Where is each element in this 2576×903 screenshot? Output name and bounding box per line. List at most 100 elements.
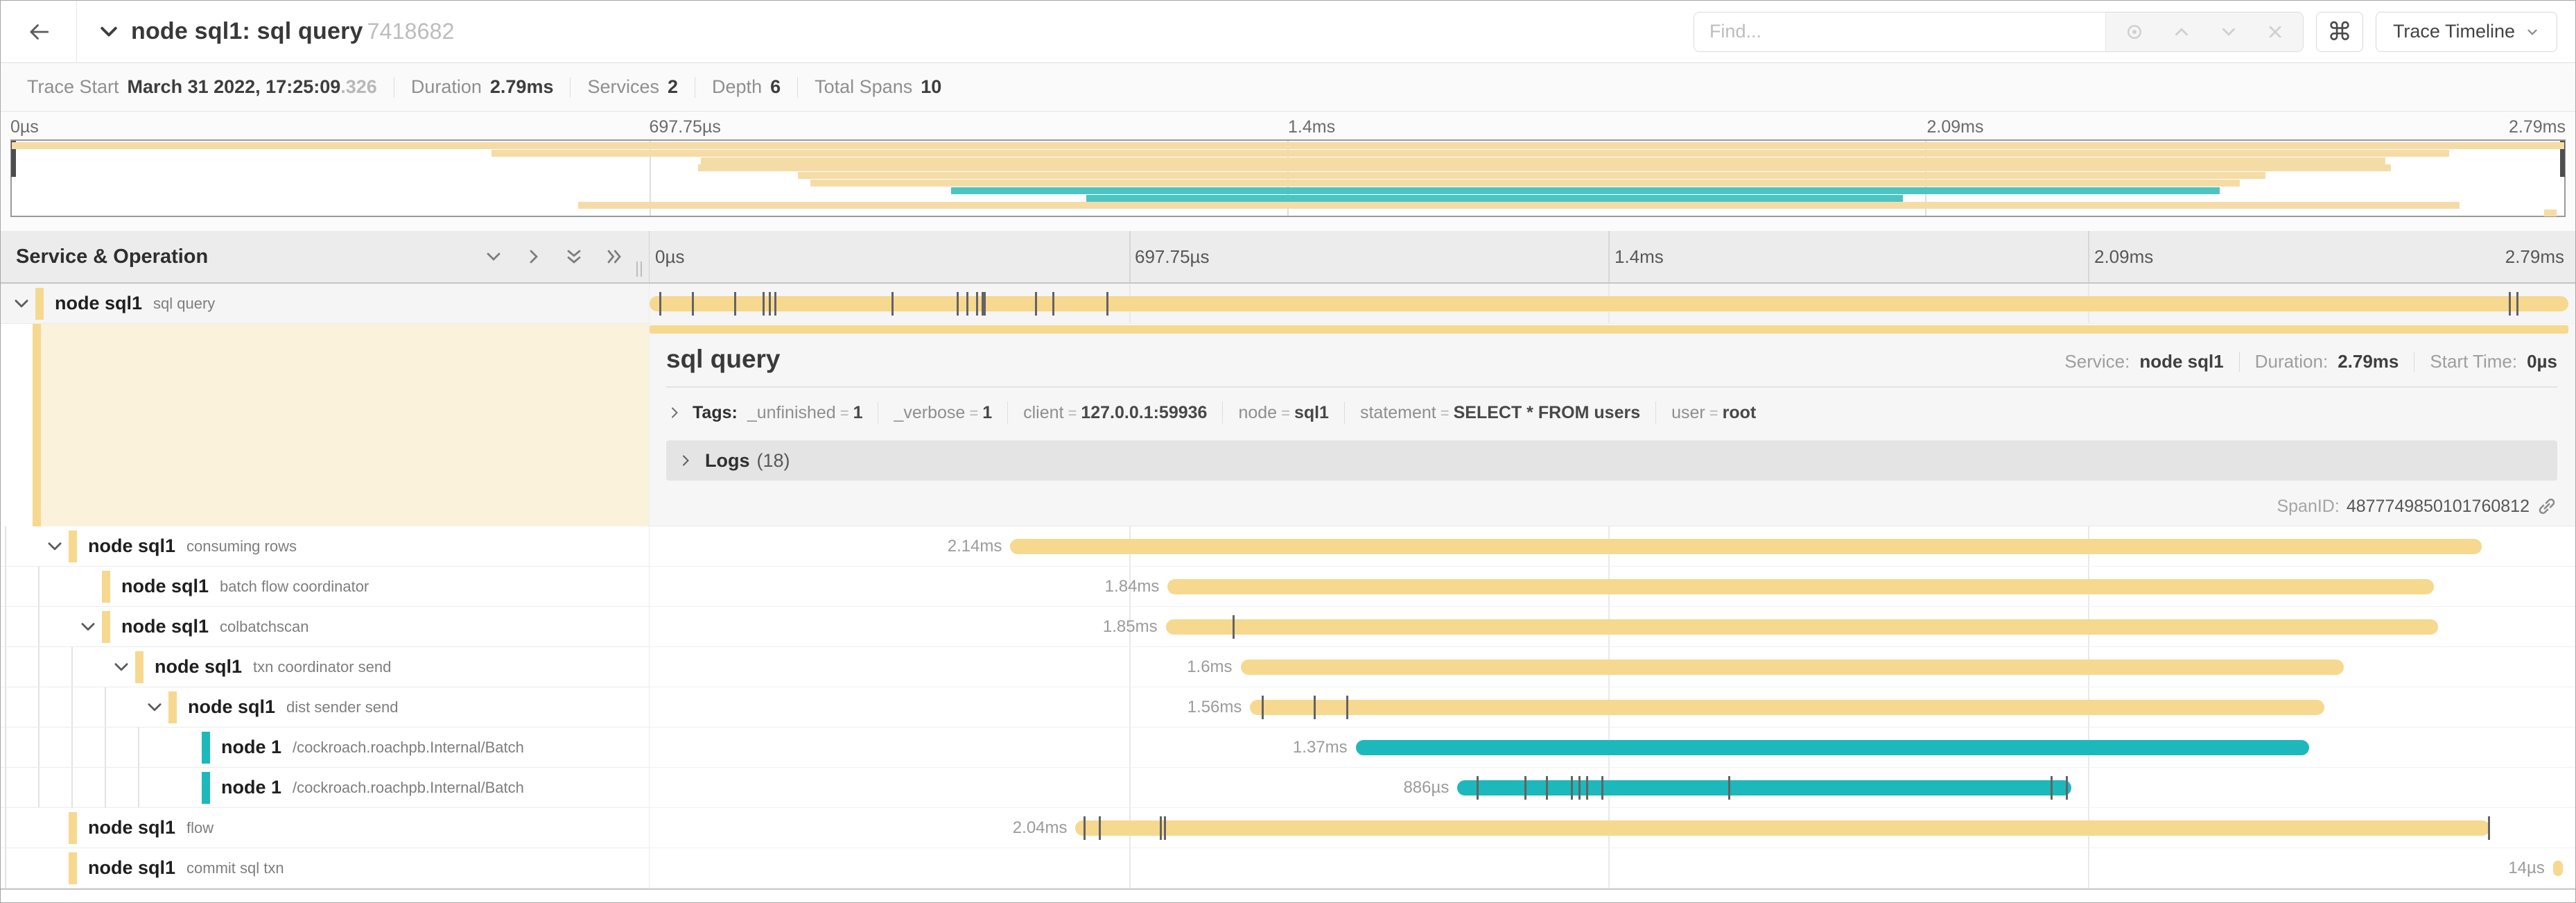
span-log-tick xyxy=(1585,776,1588,800)
span-row[interactable]: node sql1 dist sender send 1.56ms xyxy=(1,687,2575,728)
span-timeline-cell[interactable]: 1.85ms xyxy=(650,607,2575,647)
span-row[interactable]: node sql1 commit sql txn 14µs xyxy=(1,848,2575,888)
minimap-left-scrubber[interactable] xyxy=(11,141,16,177)
span-row[interactable]: node 1 /cockroach.roachpb.Internal/Batch… xyxy=(1,768,2575,808)
span-tree-cell[interactable]: node 1 /cockroach.roachpb.Internal/Batch xyxy=(1,768,650,808)
span-row[interactable]: node sql1 sql query xyxy=(1,284,2575,324)
column-resize-grip[interactable] xyxy=(636,261,642,277)
span-log-tick xyxy=(1083,816,1086,840)
span-log-tick xyxy=(2065,776,2068,800)
span-timeline-cell[interactable]: 2.04ms xyxy=(650,808,2575,848)
chevron-down-icon[interactable] xyxy=(8,293,35,314)
span-bar[interactable] xyxy=(1165,619,2438,635)
collapse-all-double-chevron-down-icon[interactable] xyxy=(563,246,585,268)
minimap-span-line xyxy=(701,157,2386,164)
span-bar[interactable] xyxy=(1075,820,2490,836)
logs-toggle-row[interactable]: Logs (18) xyxy=(666,440,2557,481)
collapse-trace-chevron-down-icon[interactable] xyxy=(96,19,121,44)
span-color-stripe xyxy=(135,651,143,683)
span-tree-cell[interactable]: node sql1 consuming rows xyxy=(1,526,650,567)
chevron-down-icon[interactable] xyxy=(141,697,168,718)
span-tree-cell[interactable]: node sql1 txn coordinator send xyxy=(1,647,650,687)
link-icon xyxy=(2539,498,2555,515)
depth-label: Depth xyxy=(712,76,763,97)
find-next-chevron-down-icon[interactable] xyxy=(2218,22,2239,42)
find-box xyxy=(1693,11,2304,52)
span-log-tick xyxy=(1728,776,1730,800)
trace-header: node sql1: sql query 7418682 xyxy=(77,18,1694,45)
chevron-down-icon[interactable] xyxy=(41,536,69,557)
tag-item: statement = SELECT * FROM users xyxy=(1359,402,1641,422)
span-tree-cell[interactable]: node sql1 colbatchscan xyxy=(1,607,650,647)
span-bar[interactable] xyxy=(1355,740,2310,755)
span-bar[interactable] xyxy=(2552,861,2563,876)
indent-guide xyxy=(38,768,40,807)
view-selector-button[interactable]: Trace Timeline xyxy=(2375,11,2557,52)
span-bar[interactable] xyxy=(650,296,2568,311)
span-timeline-cell[interactable]: 1.6ms xyxy=(650,647,2575,687)
top-bar-actions: ⌘ Trace Timeline xyxy=(1693,11,2575,52)
span-log-tick xyxy=(691,292,694,316)
span-bar[interactable] xyxy=(1010,539,2482,554)
collapse-controls xyxy=(482,246,625,268)
find-prev-chevron-up-icon[interactable] xyxy=(2171,22,2192,42)
span-log-tick xyxy=(1601,776,1603,800)
span-timeline-cell[interactable] xyxy=(650,284,2575,324)
span-service-name: node sql1 xyxy=(55,293,143,313)
indent-guide xyxy=(5,687,6,727)
expand-all-double-chevron-right-icon[interactable] xyxy=(603,246,625,268)
copy-link-button[interactable] xyxy=(2536,496,2557,517)
span-row[interactable]: node 1 /cockroach.roachpb.Internal/Batch… xyxy=(1,728,2575,768)
span-tree-cell[interactable]: node sql1 flow xyxy=(1,808,650,848)
span-timeline-cell[interactable]: 886µs xyxy=(650,768,2575,808)
span-operation-name: dist sender send xyxy=(286,698,399,716)
span-tree-cell[interactable]: node sql1 batch flow coordinator xyxy=(1,567,650,607)
span-log-tick xyxy=(1524,776,1527,800)
span-timeline-cell[interactable]: 1.84ms xyxy=(650,567,2575,607)
span-detail-panel: sql query Service: node sql1 Duration: 2… xyxy=(650,324,2575,526)
back-button[interactable] xyxy=(1,1,77,62)
span-timeline-cell[interactable]: 2.14ms xyxy=(650,526,2575,567)
indent-guide xyxy=(71,647,73,687)
span-row[interactable]: node sql1 colbatchscan 1.85ms xyxy=(1,607,2575,647)
tags-label: Tags: xyxy=(693,402,738,422)
minimap-span-line xyxy=(2543,209,2557,217)
tags-summary-row[interactable]: Tags: _unfinished = 1 _verbose = 1 client = 127.… xyxy=(666,402,2557,424)
span-log-tick xyxy=(763,292,765,316)
span-row[interactable]: node sql1 txn coordinator send 1.6ms xyxy=(1,647,2575,687)
span-bar[interactable] xyxy=(1167,579,2435,594)
minimap-canvas[interactable] xyxy=(10,139,2566,217)
chevron-down-icon xyxy=(2527,29,2537,35)
span-log-tick xyxy=(1477,776,1479,800)
span-row[interactable]: node sql1 batch flow coordinator 1.84ms xyxy=(1,567,2575,607)
span-timeline-cell[interactable]: 14µs xyxy=(650,848,2575,888)
span-timeline-cell[interactable]: 1.56ms xyxy=(650,687,2575,728)
span-tree-cell[interactable]: node sql1 commit sql txn xyxy=(1,848,650,888)
keyboard-shortcuts-button[interactable]: ⌘ xyxy=(2315,11,2363,52)
expand-one-chevron-right-icon[interactable] xyxy=(523,246,545,268)
span-timeline-cell[interactable]: 1.37ms xyxy=(650,728,2575,768)
span-tree-cell[interactable]: node 1 /cockroach.roachpb.Internal/Batch xyxy=(1,728,650,768)
span-bar[interactable] xyxy=(1457,780,2072,796)
locate-icon[interactable] xyxy=(2124,22,2145,42)
span-tree-cell[interactable]: node sql1 dist sender send xyxy=(1,687,650,728)
span-operation-name: colbatchscan xyxy=(220,617,309,635)
span-bar[interactable] xyxy=(1240,660,2344,675)
detail-service-value: node sql1 xyxy=(2139,351,2224,372)
chevron-down-icon[interactable] xyxy=(74,617,102,637)
find-input[interactable] xyxy=(1694,12,2105,51)
span-color-stripe xyxy=(33,324,41,526)
total-spans-label: Total Spans xyxy=(815,76,913,97)
minimap-right-scrubber[interactable] xyxy=(2560,141,2565,177)
clear-find-icon[interactable] xyxy=(2265,22,2285,42)
span-row[interactable]: node sql1 flow 2.04ms xyxy=(1,808,2575,848)
indent-guide xyxy=(5,567,6,606)
span-tree-cell[interactable]: node sql1 sql query xyxy=(1,284,650,324)
span-log-tick xyxy=(966,292,968,316)
chevron-down-icon[interactable] xyxy=(107,657,135,678)
span-row[interactable]: node sql1 consuming rows 2.14ms xyxy=(1,526,2575,567)
collapse-one-chevron-down-icon[interactable] xyxy=(482,246,505,268)
span-bar[interactable] xyxy=(1250,700,2325,715)
span-operation-name: batch flow coordinator xyxy=(220,577,369,595)
